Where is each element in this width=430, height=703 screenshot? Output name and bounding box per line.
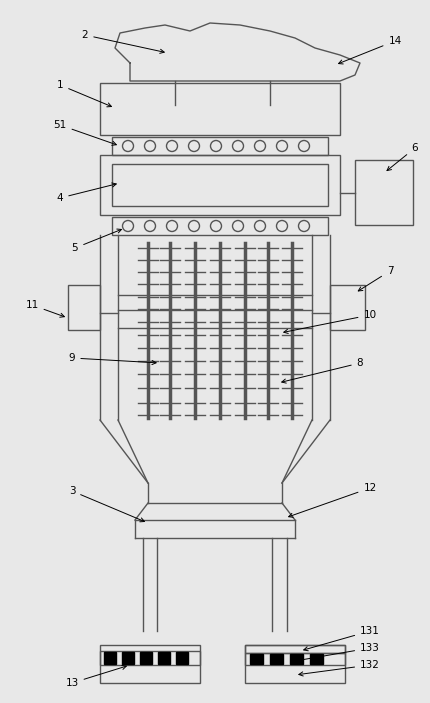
Bar <box>355 160 413 225</box>
Bar <box>270 654 283 664</box>
Text: 4: 4 <box>57 183 116 203</box>
Text: 11: 11 <box>25 300 64 317</box>
Bar <box>100 651 200 665</box>
Text: 1: 1 <box>57 80 111 107</box>
Bar <box>245 645 345 653</box>
Text: 5: 5 <box>72 229 121 253</box>
Text: 14: 14 <box>338 36 402 64</box>
Text: 7: 7 <box>358 266 393 291</box>
Text: 133: 133 <box>299 643 380 662</box>
Bar <box>68 285 100 330</box>
Bar <box>310 654 323 664</box>
Text: 12: 12 <box>289 483 377 517</box>
Bar <box>112 137 328 155</box>
Text: 6: 6 <box>387 143 418 171</box>
Bar <box>245 645 345 683</box>
Bar <box>100 155 340 215</box>
Bar <box>290 654 303 664</box>
Bar <box>100 83 340 135</box>
Text: 3: 3 <box>69 486 144 522</box>
Bar <box>104 652 116 664</box>
Text: 10: 10 <box>284 310 377 333</box>
Text: 2: 2 <box>82 30 164 53</box>
Bar <box>122 652 134 664</box>
Bar <box>245 653 345 665</box>
Text: 131: 131 <box>304 626 380 651</box>
Bar <box>100 645 200 683</box>
Bar <box>112 164 328 206</box>
Bar <box>112 217 328 235</box>
Text: 51: 51 <box>53 120 117 146</box>
Text: 9: 9 <box>69 353 156 365</box>
Bar <box>330 285 365 330</box>
Text: 132: 132 <box>299 660 380 676</box>
Bar <box>158 652 170 664</box>
Text: 13: 13 <box>65 666 126 688</box>
Text: 8: 8 <box>282 358 363 383</box>
Bar <box>250 654 263 664</box>
Bar <box>140 652 152 664</box>
Bar <box>176 652 188 664</box>
